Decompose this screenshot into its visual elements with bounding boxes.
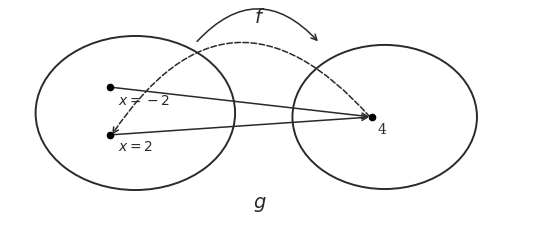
Text: $x=-2$: $x=-2$ <box>118 94 171 108</box>
Text: 4: 4 <box>377 123 387 137</box>
Text: $f$: $f$ <box>254 8 266 27</box>
Text: $g$: $g$ <box>253 195 267 214</box>
Text: $x=2$: $x=2$ <box>118 140 153 154</box>
